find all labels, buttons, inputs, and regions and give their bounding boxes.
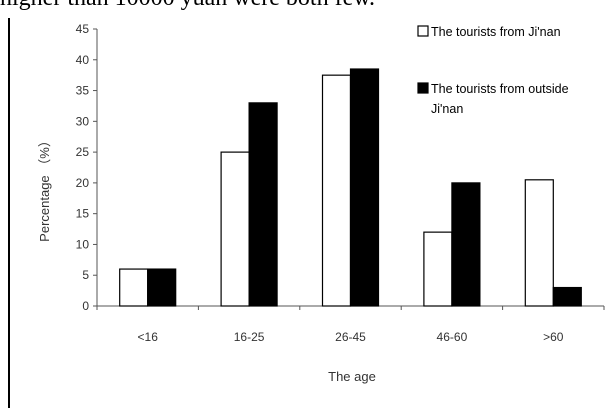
bars-group [119,68,582,307]
x-tick-labels: <16 16-25 26-45 46-60 >60 [138,330,564,344]
y-tick-label: 30 [76,114,90,128]
truncated-paragraph-text: higher than 10000 yuan were both few. [0,0,611,12]
y-axis: 0 5 10 15 20 25 30 35 40 45 [76,22,98,313]
bar-series-1 [524,179,554,307]
y-tick-label: 35 [76,84,90,98]
y-tick-label: 10 [76,237,90,251]
x-tick-label: >60 [543,330,564,344]
x-axis-label: The age [328,369,376,384]
figure-frame [8,18,609,408]
legend-swatch-series-1 [417,25,429,37]
bar-series-1 [423,231,453,307]
x-tick-label: 26-45 [335,330,366,344]
legend-swatch-series-2 [417,82,429,94]
x-tick-label: 46-60 [437,330,468,344]
y-tick-label: 40 [76,53,90,67]
legend: The tourists from Ji'nan The tourists fr… [417,25,572,116]
y-axis-label: Percentage （%） [37,134,52,242]
y-tick-label: 25 [76,145,90,159]
bar-series-1 [119,268,149,307]
bar-series-2 [349,68,380,307]
y-tick-label: 15 [76,207,90,221]
legend-label-series-1: The tourists from Ji'nan [431,25,561,39]
bar-series-2 [451,182,481,307]
bar-series-1 [321,74,352,307]
bar-series-2 [147,268,177,307]
y-tick-label: 20 [76,176,90,190]
y-tick-label: 45 [76,22,90,36]
legend-label-series-2: The tourists from outside Ji'nan [431,82,572,116]
y-tick-label: 0 [82,299,89,313]
x-tick-label: 16-25 [234,330,265,344]
bar-series-2 [552,286,582,307]
y-tick-label: 5 [82,268,89,282]
bar-series-2 [248,102,278,307]
x-tick-label: <16 [138,330,159,344]
bar-series-1 [220,151,250,307]
